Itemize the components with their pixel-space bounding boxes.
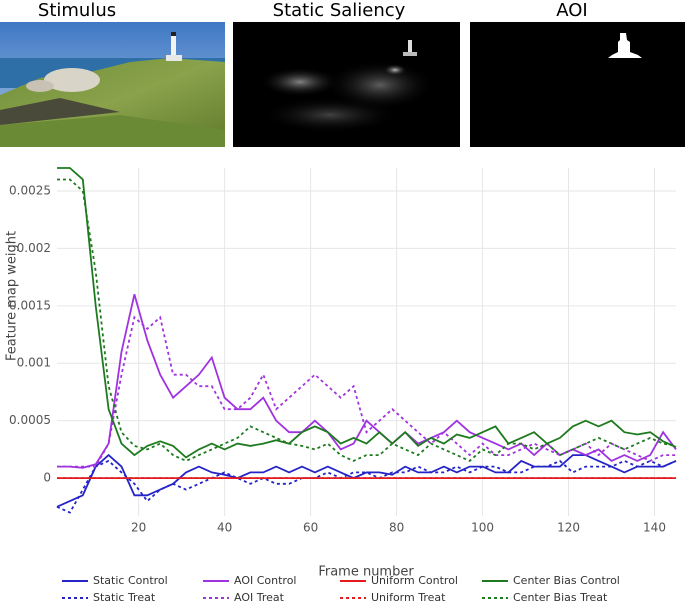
x-tick-label: 20 [131, 521, 146, 535]
y-tick-label: 0.0005 [9, 413, 51, 427]
legend-label: AOI Control [234, 574, 297, 587]
x-axis-title: Frame number [318, 565, 414, 580]
panel-title: Static Saliency [273, 0, 406, 21]
series-line [56, 453, 677, 508]
x-tick-label: 140 [643, 521, 666, 535]
x-tick-label: 100 [471, 521, 494, 535]
stimulus-image [0, 22, 225, 147]
y-axis-title: Feature map weight [5, 231, 20, 361]
y-tick-label: 0.0015 [9, 298, 51, 312]
panel-title: AOI [556, 0, 587, 21]
series-line [57, 294, 677, 469]
legend-label: Center Bias Treat [513, 591, 608, 603]
legend-label: Uniform Treat [371, 591, 446, 603]
series-line [56, 459, 677, 514]
y-tick-label: 0 [43, 471, 51, 485]
x-tick-label: 80 [389, 521, 404, 535]
y-tick-label: 0.0025 [9, 183, 51, 197]
series-line [57, 315, 676, 468]
legend-label: AOI Treat [234, 591, 285, 603]
x-tick-label: 40 [217, 521, 232, 535]
x-tick-label: 120 [557, 521, 580, 535]
legend-label: Center Bias Control [513, 574, 620, 587]
legend-label: Static Control [93, 574, 168, 587]
legend-label: Static Treat [93, 591, 156, 603]
series-line [57, 167, 677, 459]
legend-label: Uniform Control [371, 574, 458, 587]
series-line [57, 178, 677, 462]
panel-title: Stimulus [38, 0, 116, 21]
aoi-image [470, 22, 685, 147]
saliency-image [233, 22, 460, 147]
y-tick-label: 0.001 [17, 356, 51, 370]
y-tick-label: 0.002 [17, 241, 51, 255]
x-tick-label: 60 [303, 521, 318, 535]
